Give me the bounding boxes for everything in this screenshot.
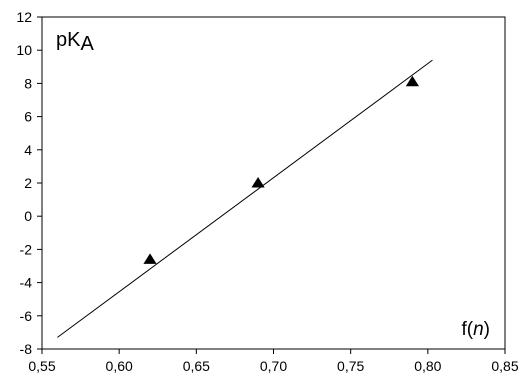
plot-frame (41, 16, 506, 350)
y-tick-label: -2 (20, 241, 33, 257)
x-tick-label: 0,55 (28, 358, 55, 374)
y-tick-label: -6 (20, 308, 33, 324)
data-point-triangle (143, 253, 157, 264)
y-tick-label: -4 (20, 275, 33, 291)
data-point-triangle (405, 75, 419, 87)
data-points (143, 75, 419, 264)
y-axis-title: pKA (56, 29, 94, 55)
y-tick-label: 8 (24, 75, 32, 91)
y-tick-label: 6 (24, 109, 32, 125)
y-axis-title-base: pK (56, 29, 81, 51)
axis-ticks (37, 16, 506, 354)
x-tick-label: 0,85 (491, 358, 518, 374)
x-tick-labels: 0,55 0,60 0,65 0,70 0,75 0,80 0,85 (28, 358, 518, 374)
y-tick-labels: -8 -6 -4 -2 0 2 4 6 8 10 12 (16, 9, 32, 357)
data-point-triangle (251, 177, 265, 188)
y-tick-label: 0 (24, 208, 32, 224)
regression-line (57, 59, 433, 338)
x-axis-title-prefix: f( (461, 319, 473, 340)
regression-line-group (57, 59, 433, 338)
y-axis-title-sub: A (80, 33, 94, 55)
y-tick-label: 10 (16, 42, 32, 58)
y-tick-label: 2 (24, 175, 32, 191)
x-tick-label: 0,65 (183, 358, 210, 374)
x-tick-label: 0,75 (337, 358, 364, 374)
x-tick-label: 0,80 (414, 358, 441, 374)
y-tick-label: 12 (16, 9, 32, 25)
y-tick-label: -8 (20, 341, 33, 357)
x-tick-label: 0,70 (260, 358, 287, 374)
x-tick-label: 0,60 (106, 358, 133, 374)
x-axis-title-suffix: ) (484, 319, 490, 340)
x-axis-title-var: n (473, 319, 484, 340)
y-tick-label: 4 (24, 142, 32, 158)
x-axis-title: f(n) (461, 319, 490, 340)
